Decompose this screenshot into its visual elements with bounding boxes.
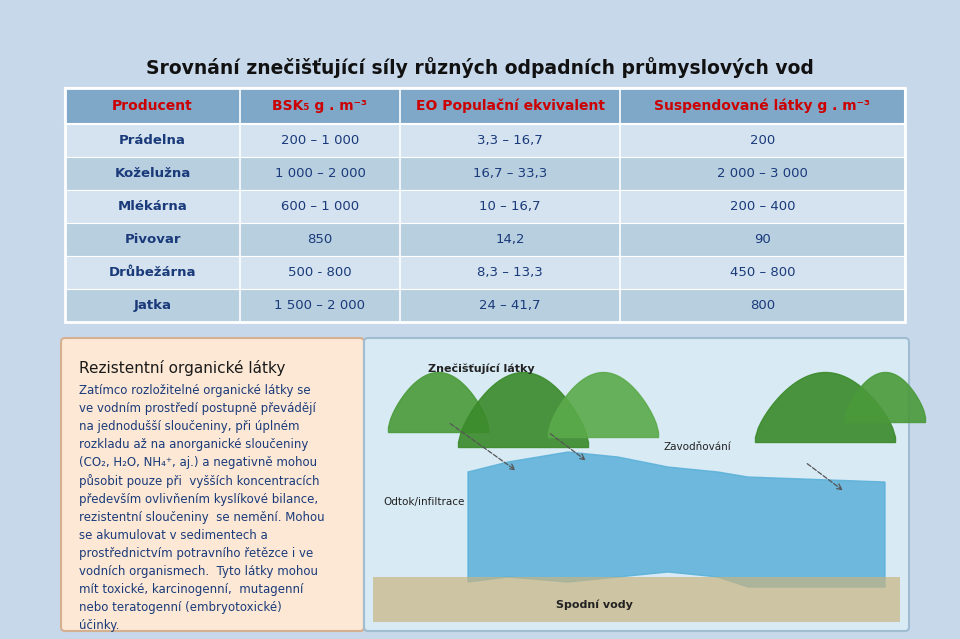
Text: Zavodňování: Zavodňování bbox=[663, 442, 732, 452]
Text: 16,7 – 33,3: 16,7 – 33,3 bbox=[473, 167, 547, 180]
Text: 450 – 800: 450 – 800 bbox=[730, 266, 795, 279]
Text: EO Populační ekvivalent: EO Populační ekvivalent bbox=[416, 99, 605, 113]
Bar bbox=[65, 190, 905, 223]
Text: Jatka: Jatka bbox=[133, 299, 172, 312]
Bar bbox=[65, 124, 905, 157]
Text: Pivovar: Pivovar bbox=[124, 233, 180, 246]
Bar bbox=[65, 88, 905, 124]
Text: 200: 200 bbox=[750, 134, 775, 147]
Text: 500 - 800: 500 - 800 bbox=[288, 266, 351, 279]
Bar bbox=[373, 577, 900, 622]
Text: 24 – 41,7: 24 – 41,7 bbox=[479, 299, 540, 312]
Text: 8,3 – 13,3: 8,3 – 13,3 bbox=[477, 266, 542, 279]
Text: Prádelna: Prádelna bbox=[119, 134, 186, 147]
Text: Zatímco rozložitelné organické látky se
ve vodním prostředí postupně převádějí
n: Zatímco rozložitelné organické látky se … bbox=[79, 384, 324, 633]
Text: Rezistentní organické látky: Rezistentní organické látky bbox=[79, 360, 285, 376]
Text: Znečišťující látky: Znečišťující látky bbox=[428, 364, 535, 374]
Polygon shape bbox=[468, 452, 885, 587]
Bar bbox=[65, 88, 905, 322]
FancyBboxPatch shape bbox=[61, 338, 364, 631]
Bar bbox=[65, 157, 905, 190]
Text: 200 – 1 000: 200 – 1 000 bbox=[281, 134, 359, 147]
Text: Producent: Producent bbox=[112, 99, 193, 113]
Text: Spodní vody: Spodní vody bbox=[556, 599, 633, 610]
Text: 800: 800 bbox=[750, 299, 775, 312]
Text: Srovnání znečišťující síly různých odpadních průmyslových vod: Srovnání znečišťující síly různých odpad… bbox=[146, 58, 814, 79]
Text: 850: 850 bbox=[307, 233, 332, 246]
Text: BSK₅ g . m⁻³: BSK₅ g . m⁻³ bbox=[273, 99, 368, 113]
Text: 90: 90 bbox=[755, 233, 771, 246]
Text: 1 500 – 2 000: 1 500 – 2 000 bbox=[275, 299, 366, 312]
Text: 1 000 – 2 000: 1 000 – 2 000 bbox=[275, 167, 366, 180]
Text: Mlékárna: Mlékárna bbox=[118, 200, 187, 213]
Text: 3,3 – 16,7: 3,3 – 16,7 bbox=[477, 134, 542, 147]
Text: Odtok/infiltrace: Odtok/infiltrace bbox=[383, 497, 465, 507]
Text: 200 – 400: 200 – 400 bbox=[730, 200, 795, 213]
FancyBboxPatch shape bbox=[364, 338, 909, 631]
Text: 600 – 1 000: 600 – 1 000 bbox=[281, 200, 359, 213]
Text: Koželužna: Koželužna bbox=[114, 167, 191, 180]
Text: 10 – 16,7: 10 – 16,7 bbox=[479, 200, 540, 213]
Bar bbox=[65, 223, 905, 256]
Text: Suspendované látky g . m⁻³: Suspendované látky g . m⁻³ bbox=[655, 99, 871, 113]
Text: Drůbežárna: Drůbežárna bbox=[108, 266, 196, 279]
Bar bbox=[65, 256, 905, 289]
Text: 2 000 – 3 000: 2 000 – 3 000 bbox=[717, 167, 808, 180]
Bar bbox=[65, 289, 905, 322]
Text: 14,2: 14,2 bbox=[495, 233, 525, 246]
